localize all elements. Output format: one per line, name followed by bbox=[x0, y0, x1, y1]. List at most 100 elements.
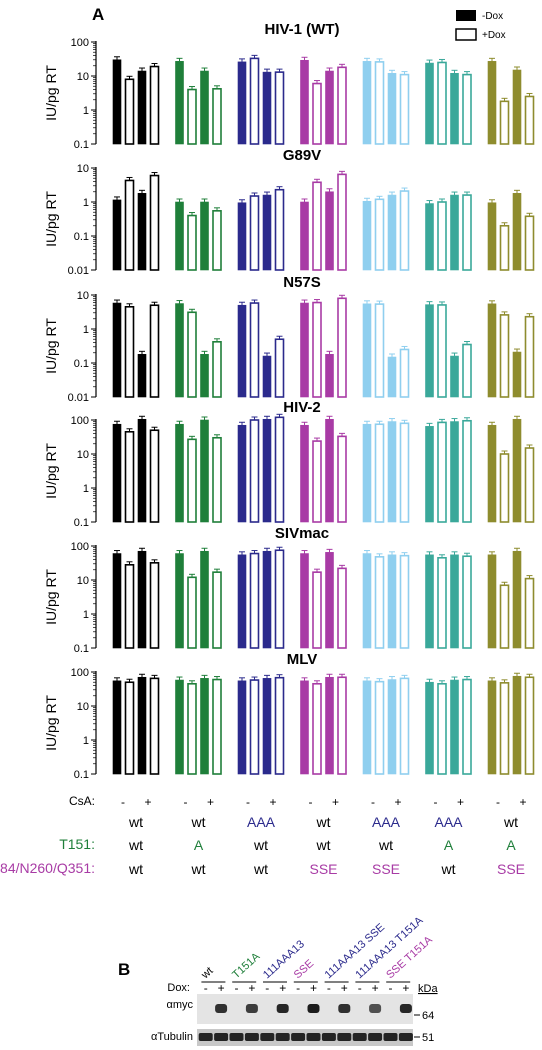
bar bbox=[437, 61, 447, 145]
chart-panel: HIV-1 (WT) IU/pg RT 100 10 1 0.1 bbox=[43, 21, 535, 151]
bar bbox=[437, 421, 447, 523]
g184-cell: wt bbox=[128, 861, 143, 877]
tubulin-band bbox=[229, 1033, 244, 1041]
csa-label: CsA: bbox=[69, 794, 95, 808]
bar bbox=[462, 555, 472, 649]
y-tick-label: 0.1 bbox=[74, 769, 89, 781]
bar bbox=[337, 676, 347, 775]
dox-sign: + bbox=[218, 981, 225, 995]
bar bbox=[337, 435, 347, 523]
bar bbox=[399, 190, 410, 271]
chart-title: SIVmac bbox=[275, 525, 329, 542]
bar bbox=[325, 676, 334, 775]
dox-sign: - bbox=[327, 981, 331, 995]
tubulin-band bbox=[275, 1033, 290, 1041]
bar bbox=[512, 69, 522, 145]
bar bbox=[274, 338, 285, 398]
dox-sign: + bbox=[248, 981, 255, 995]
y-tick-label: 100 bbox=[71, 541, 89, 553]
bar bbox=[499, 314, 510, 398]
bar bbox=[337, 567, 347, 649]
bar bbox=[437, 682, 447, 775]
bar bbox=[112, 59, 122, 145]
bar bbox=[262, 678, 272, 775]
bar bbox=[312, 682, 322, 775]
dox-sign: - bbox=[389, 981, 393, 995]
y-tick-label: 1 bbox=[83, 609, 89, 621]
bar bbox=[149, 677, 160, 775]
y-tick-label: 0.1 bbox=[74, 643, 89, 655]
capsid-cell: wt bbox=[191, 814, 206, 830]
bar bbox=[512, 193, 522, 271]
bar bbox=[487, 202, 497, 271]
bar bbox=[237, 424, 247, 523]
tubulin-band bbox=[398, 1033, 413, 1041]
csa-plus: + bbox=[269, 795, 276, 809]
tubulin-band bbox=[214, 1033, 229, 1041]
chart-title: MLV bbox=[287, 651, 318, 668]
bar bbox=[137, 354, 147, 398]
bar bbox=[362, 200, 372, 271]
bar bbox=[399, 73, 410, 145]
bar bbox=[300, 302, 309, 398]
bar bbox=[387, 73, 397, 145]
bar bbox=[262, 194, 272, 271]
chart-panel: G89V IU/pg RT 10 1 0.1 0.01 bbox=[43, 147, 535, 277]
bar bbox=[425, 62, 434, 145]
chart-panel: HIV-2 IU/pg RT 100 10 1 0.1 bbox=[43, 399, 535, 529]
bar bbox=[362, 553, 372, 649]
y-tick-label: 0.1 bbox=[74, 358, 89, 370]
csa-plus: + bbox=[394, 795, 401, 809]
bar bbox=[237, 202, 247, 271]
bar bbox=[137, 418, 147, 523]
bar bbox=[187, 311, 197, 398]
panel-b-label: B bbox=[118, 960, 130, 979]
g184-cell: SSE bbox=[497, 861, 525, 877]
bar bbox=[487, 424, 497, 523]
bar bbox=[187, 438, 197, 523]
chart-title: G89V bbox=[283, 147, 321, 164]
bar bbox=[200, 678, 209, 775]
dox-sign: + bbox=[341, 981, 348, 995]
myc-band bbox=[338, 1004, 351, 1013]
g184-cell: wt bbox=[253, 861, 268, 877]
y-tick-label: 100 bbox=[71, 667, 89, 679]
bar bbox=[249, 195, 260, 271]
bar bbox=[262, 550, 272, 649]
bar bbox=[387, 554, 397, 649]
bar bbox=[374, 423, 385, 523]
csa-minus: - bbox=[184, 795, 188, 809]
bar bbox=[425, 203, 434, 271]
bar bbox=[524, 447, 535, 523]
bar bbox=[149, 65, 160, 145]
t151-cell: A bbox=[506, 837, 516, 853]
y-axis-label: IU/pg RT bbox=[43, 318, 59, 374]
bar bbox=[187, 88, 197, 145]
bar bbox=[362, 61, 372, 145]
bar bbox=[387, 356, 397, 398]
bar bbox=[200, 550, 209, 649]
lane-label: wt bbox=[199, 965, 216, 982]
tubulin-band bbox=[306, 1033, 321, 1041]
bar bbox=[512, 351, 522, 398]
t151-cell: wt bbox=[378, 837, 393, 853]
capsid-cell: AAA bbox=[372, 814, 401, 830]
bar bbox=[499, 682, 510, 775]
bar bbox=[524, 215, 535, 271]
t151-cell: A bbox=[194, 837, 204, 853]
chart-title: HIV-1 (WT) bbox=[265, 21, 340, 38]
csa-plus: + bbox=[144, 795, 151, 809]
bar bbox=[237, 304, 247, 398]
tubulin-band bbox=[291, 1033, 306, 1041]
bar bbox=[112, 553, 122, 649]
bar bbox=[124, 681, 135, 775]
bar bbox=[450, 554, 459, 649]
dox-sign: - bbox=[235, 981, 239, 995]
bar bbox=[462, 73, 472, 145]
bar bbox=[175, 303, 184, 398]
bar bbox=[425, 304, 434, 398]
dox-signs: - + - + - + - + - + - + - + bbox=[204, 981, 410, 995]
capsid-cell: wt bbox=[128, 814, 143, 830]
